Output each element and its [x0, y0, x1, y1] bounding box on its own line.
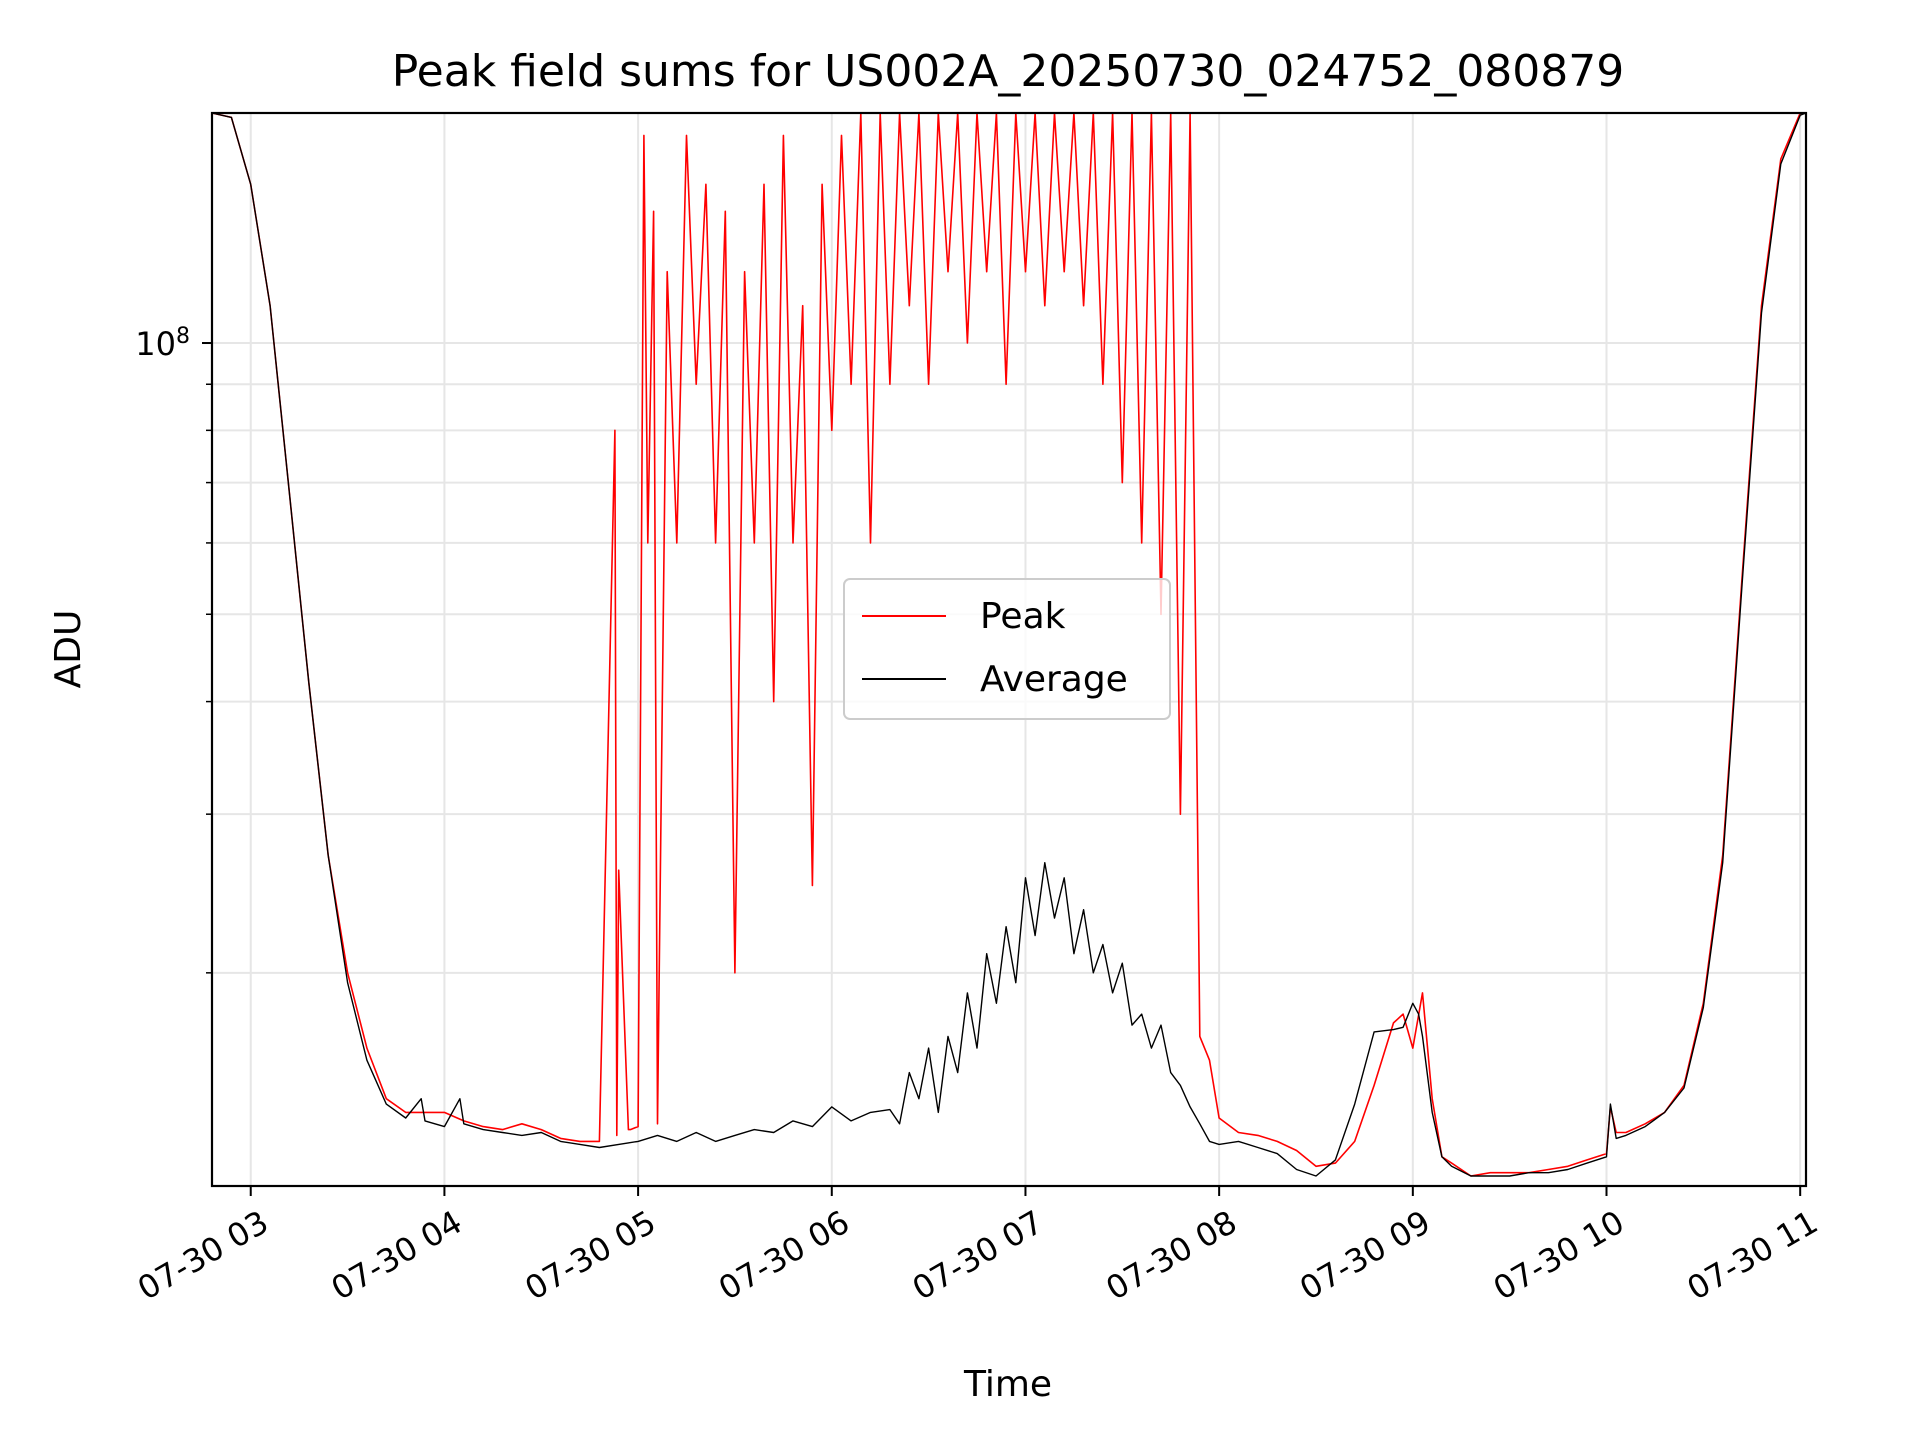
y-tick-label: 108 [135, 324, 190, 364]
y-axis-ticks: 108 [135, 324, 212, 974]
legend-label-peak: Peak [980, 596, 1066, 637]
y-axis-label: ADU [48, 610, 89, 689]
legend: Peak Average [843, 578, 1171, 720]
grid-lines [212, 113, 1806, 1186]
series-line-peak [211, 112, 1806, 1177]
legend-label-average: Average [980, 659, 1128, 700]
chart-title: Peak field sums for US002A_20250730_0247… [392, 46, 1625, 97]
series-line-average [211, 112, 1807, 1177]
plot-frame [210, 111, 1808, 1188]
x-axis-label: Time [963, 1364, 1052, 1405]
series-lines [211, 112, 1807, 1177]
legend-box [843, 578, 1171, 720]
